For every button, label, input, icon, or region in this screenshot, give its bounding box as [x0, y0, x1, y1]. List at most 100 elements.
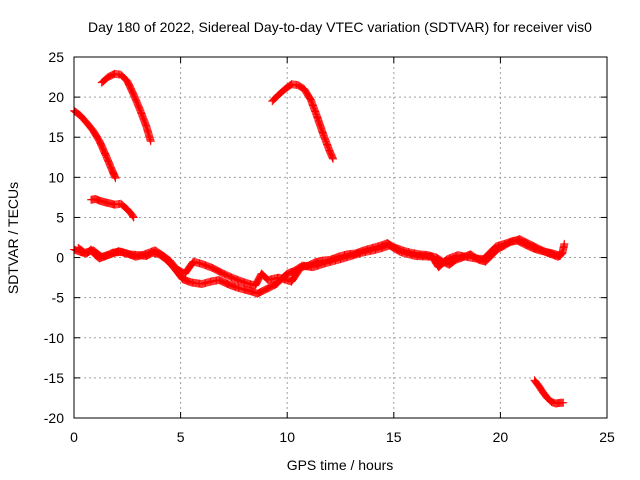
- data-point: [305, 93, 314, 102]
- y-tick-label: 25: [48, 49, 64, 65]
- data-point: [208, 263, 217, 272]
- data-point: [534, 381, 543, 390]
- data-point: [266, 283, 275, 292]
- data-point: [523, 238, 532, 247]
- data-point: [536, 385, 545, 394]
- data-point: [212, 266, 221, 275]
- y-tick-label: 5: [56, 209, 64, 225]
- data-point: [214, 276, 223, 285]
- data-point: [253, 289, 262, 298]
- data-point: [386, 242, 395, 251]
- data-point: [528, 241, 537, 250]
- data-point: [294, 81, 303, 90]
- data-point: [515, 235, 524, 244]
- y-tick-label: 15: [48, 129, 64, 145]
- data-point: [524, 239, 533, 248]
- data-point: [526, 240, 535, 249]
- data-point: [151, 246, 160, 255]
- data-point: [216, 276, 225, 285]
- y-tick-label: 10: [48, 169, 64, 185]
- series-arc-c: [97, 69, 155, 146]
- data-point: [213, 266, 222, 275]
- data-point: [94, 136, 103, 145]
- data-point: [559, 398, 568, 407]
- data-point: [531, 243, 540, 252]
- data-point: [516, 235, 525, 244]
- data-point: [108, 70, 117, 79]
- data-point: [520, 237, 529, 246]
- data-point: [127, 210, 136, 219]
- data-point: [293, 267, 302, 276]
- data-point: [254, 289, 263, 298]
- series-arc-d: [268, 80, 338, 163]
- data-point: [391, 245, 400, 254]
- y-axis-label: SDTVAR / TECUs: [5, 182, 21, 294]
- x-tick-label: 25: [599, 429, 615, 445]
- data-point: [106, 71, 115, 80]
- data-point: [154, 248, 163, 257]
- x-axis-label: GPS time / hours: [287, 457, 394, 473]
- data-point: [111, 174, 120, 183]
- data-point: [216, 267, 225, 276]
- data-point: [261, 285, 270, 294]
- data-point: [529, 242, 538, 251]
- data-point: [260, 285, 269, 294]
- data-point: [291, 271, 300, 280]
- y-tick-label: 20: [48, 89, 64, 105]
- series-arc-b: [87, 194, 138, 222]
- tick-labels: 0 5 10 15 20 25 -20 -15 -10 -5 0 5 10 15 20 25: [44, 49, 615, 445]
- data-point: [211, 265, 220, 274]
- series-secondary-track: [74, 235, 569, 290]
- data-point: [128, 211, 137, 220]
- series-arc-a: [70, 106, 120, 183]
- data-point: [491, 243, 500, 252]
- x-tick-label: 15: [386, 429, 402, 445]
- data-point: [128, 212, 137, 221]
- y-tick-label: -10: [44, 330, 64, 346]
- data-point: [265, 283, 274, 292]
- data-point: [257, 287, 266, 296]
- chart-title: Day 180 of 2022, Sidereal Day-to-day VTE…: [88, 19, 592, 35]
- data-point: [525, 239, 534, 248]
- data-point: [294, 266, 303, 275]
- data-point: [172, 264, 181, 273]
- data-series: [70, 69, 569, 408]
- data-point: [442, 255, 451, 264]
- data-point: [220, 278, 229, 287]
- data-point: [156, 249, 165, 258]
- x-tick-label: 10: [279, 429, 295, 445]
- data-point: [107, 71, 116, 80]
- data-point: [535, 382, 544, 391]
- data-point: [295, 82, 304, 91]
- data-point: [288, 275, 297, 284]
- data-point: [129, 213, 138, 222]
- data-point: [105, 72, 114, 81]
- data-point: [534, 244, 543, 253]
- data-point: [217, 268, 226, 277]
- data-point: [387, 242, 396, 251]
- data-point: [389, 244, 398, 253]
- data-point: [291, 272, 300, 281]
- data-point: [267, 282, 276, 291]
- y-tick-label: 0: [56, 250, 64, 266]
- y-tick-label: -20: [44, 410, 64, 426]
- data-point: [287, 277, 296, 286]
- data-point: [221, 279, 230, 288]
- data-point: [293, 81, 302, 90]
- data-point: [535, 245, 544, 254]
- data-point: [329, 154, 338, 163]
- series-arc-e: [530, 376, 568, 408]
- data-point: [259, 286, 268, 295]
- data-point: [519, 237, 528, 246]
- data-point: [537, 246, 546, 255]
- data-point: [536, 245, 545, 254]
- data-point: [394, 246, 403, 255]
- data-point: [255, 288, 264, 297]
- data-point: [122, 76, 131, 85]
- x-tick-label: 0: [70, 429, 78, 445]
- data-point: [518, 236, 527, 245]
- data-point: [94, 135, 103, 144]
- x-tick-label: 5: [177, 429, 185, 445]
- data-point: [146, 137, 155, 146]
